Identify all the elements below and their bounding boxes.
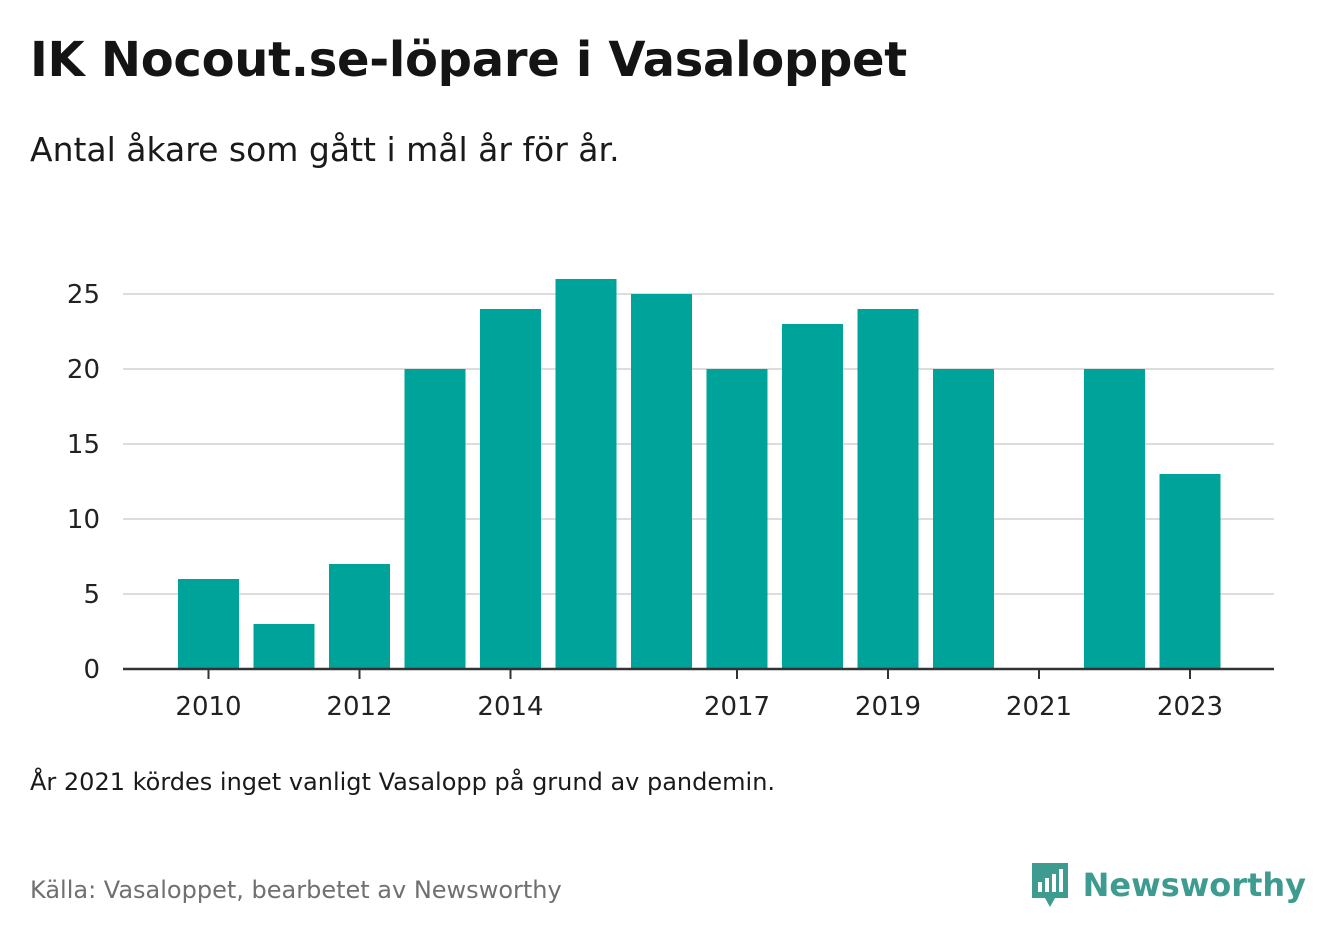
y-axis-ticks: 0 5 10 15 20 25 <box>67 280 100 685</box>
bar-2020 <box>933 369 994 669</box>
y-tick-label: 25 <box>67 280 100 310</box>
bar-chart: 0 5 10 15 20 25 2010 2012 2014 2017 2019 2021 2023 <box>67 279 1274 722</box>
bar-2023 <box>1159 474 1221 669</box>
x-tick-label: 2021 <box>1006 692 1072 722</box>
brand-name: Newsworthy <box>1082 866 1306 904</box>
bar-2015 <box>555 279 617 669</box>
y-tick-label: 15 <box>67 430 100 460</box>
footnote: År 2021 kördes inget vanligt Vasalopp på… <box>30 768 776 796</box>
bar-2013 <box>404 369 466 669</box>
y-tick-label: 0 <box>83 655 100 685</box>
x-tick-label: 2023 <box>1157 692 1223 722</box>
bars <box>178 279 1221 669</box>
x-tick-label: 2012 <box>326 692 392 722</box>
x-tick-label: 2019 <box>855 692 921 722</box>
bar-2011 <box>253 624 315 669</box>
bar-2016 <box>631 294 692 669</box>
bar-2022 <box>1084 369 1145 669</box>
x-tick-label: 2010 <box>175 692 241 722</box>
newsworthy-logo: Newsworthy <box>1029 860 1306 910</box>
bar-2017 <box>706 369 768 669</box>
bar-2012 <box>329 564 390 669</box>
bar-2018 <box>782 324 843 669</box>
chart-subtitle: Antal åkare som gått i mål år för år. <box>30 130 620 169</box>
x-tick-label: 2017 <box>704 692 770 722</box>
gridlines <box>123 293 1274 595</box>
chart-title: IK Nocout.se-löpare i Vasaloppet <box>30 32 907 88</box>
bar-2014 <box>480 309 541 669</box>
bar-2010 <box>178 579 239 669</box>
x-axis-ticks: 2010 2012 2014 2017 2019 2021 2023 <box>175 669 1223 722</box>
newsworthy-logo-icon <box>1031 863 1068 907</box>
y-tick-label: 5 <box>83 580 100 610</box>
y-tick-label: 20 <box>67 355 100 385</box>
source-credit: Källa: Vasaloppet, bearbetet av Newswort… <box>30 876 562 904</box>
x-tick-label: 2014 <box>477 692 543 722</box>
bar-2019 <box>857 309 919 669</box>
y-tick-label: 10 <box>67 505 100 535</box>
